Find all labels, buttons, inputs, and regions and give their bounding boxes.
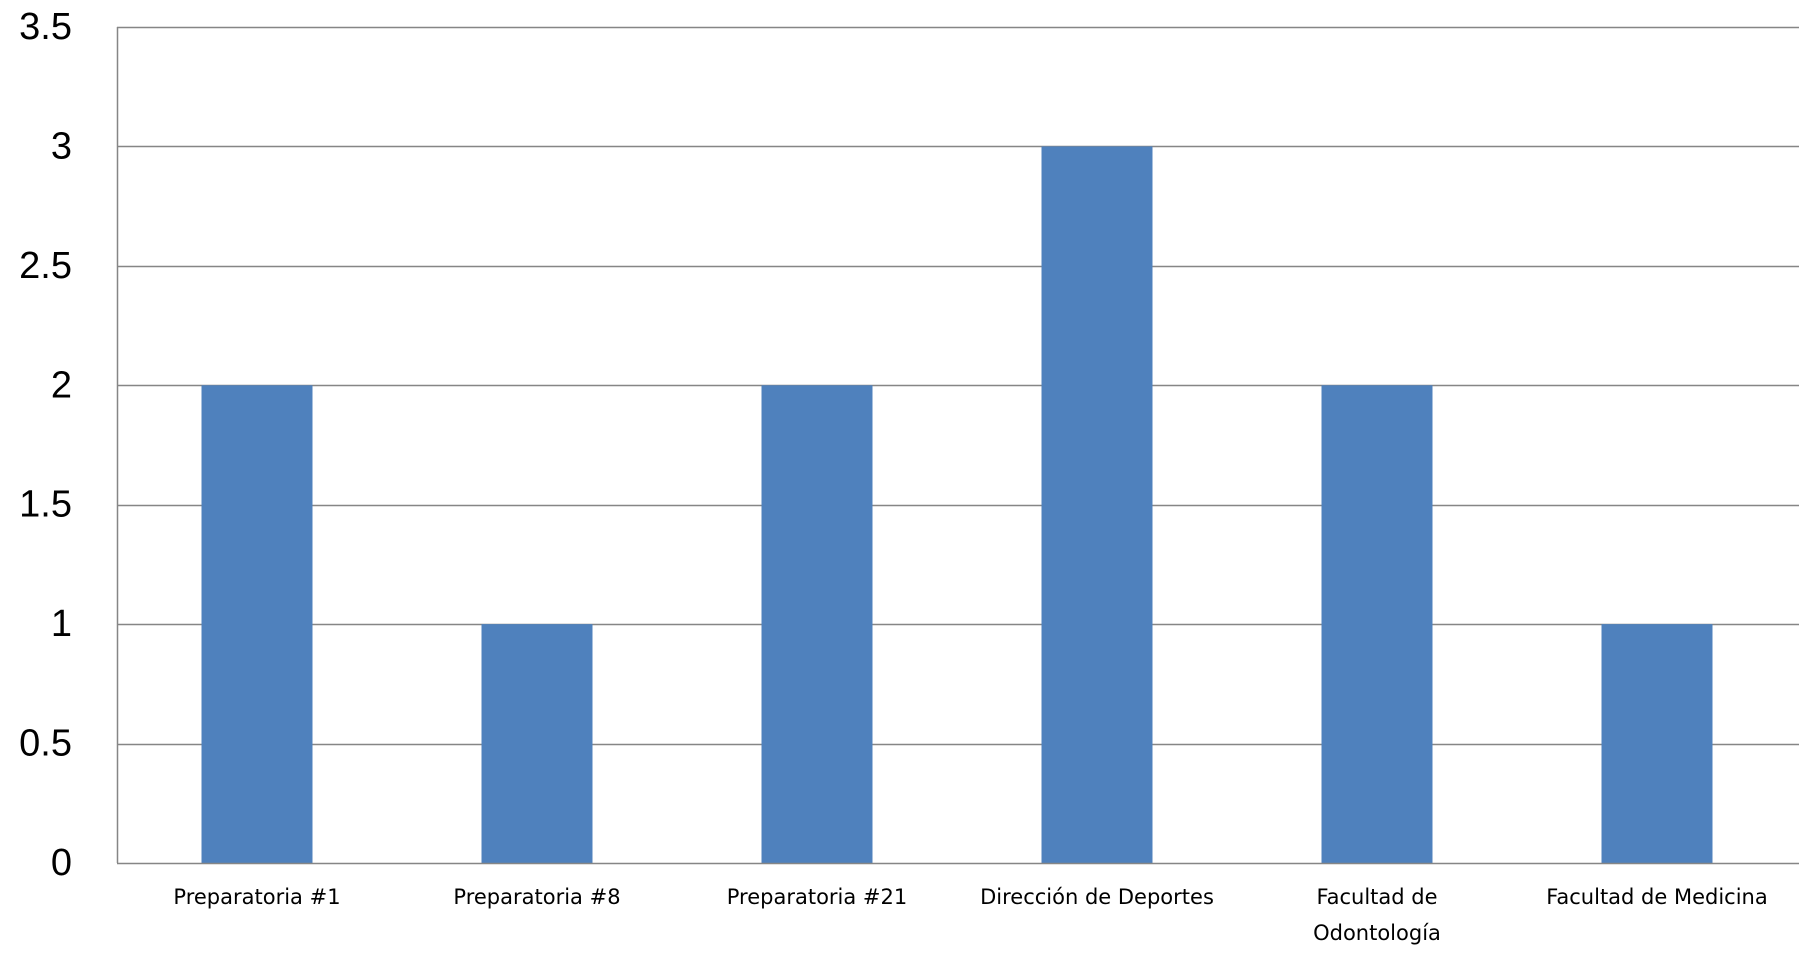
bar <box>481 624 593 863</box>
y-tick-label: 3 <box>51 125 72 167</box>
x-tick-label: Preparatoria #8 <box>453 885 620 909</box>
x-axis-tick-labels: Preparatoria #1 Preparatoria #8 Preparator… <box>173 885 1767 945</box>
y-tick-label: 0.5 <box>19 723 72 765</box>
bar <box>1321 385 1433 863</box>
x-tick-label-line: Facultad de <box>1316 885 1437 909</box>
bar <box>1041 146 1153 863</box>
y-tick-label: 0 <box>51 842 72 884</box>
bar <box>761 385 873 863</box>
x-tick-label-line: Facultad de Medicina <box>1546 885 1768 909</box>
y-tick-label: 1.5 <box>19 484 72 526</box>
plot-area <box>117 27 1799 863</box>
bar <box>1601 624 1713 863</box>
axes <box>116 27 1799 865</box>
gridlines <box>117 26 1799 746</box>
x-tick-label: Facultad de Medicina <box>1546 885 1768 909</box>
bars <box>201 146 1713 863</box>
x-tick-label: Preparatoria #1 <box>173 885 340 909</box>
y-axis-tick-labels: 0 0.5 1 1.5 2 2.5 3 3.5 <box>19 6 72 884</box>
x-tick-label: Preparatoria #21 <box>727 885 908 909</box>
x-tick-label-line: Odontología <box>1313 921 1441 945</box>
x-tick-label-line: Preparatoria #21 <box>727 885 908 909</box>
x-tick-label-line: Dirección de Deportes <box>980 885 1214 909</box>
y-tick-label: 1 <box>51 603 72 645</box>
x-tick-label-line: Preparatoria #8 <box>453 885 620 909</box>
y-tick-label: 3.5 <box>19 6 72 48</box>
bar <box>201 385 313 863</box>
y-tick-label: 2.5 <box>19 245 72 287</box>
x-tick-label: Dirección de Deportes <box>980 885 1214 909</box>
x-tick-label-line: Preparatoria #1 <box>173 885 340 909</box>
x-tick-label: Facultad de Odontología <box>1313 885 1441 945</box>
y-tick-label: 2 <box>51 364 72 406</box>
